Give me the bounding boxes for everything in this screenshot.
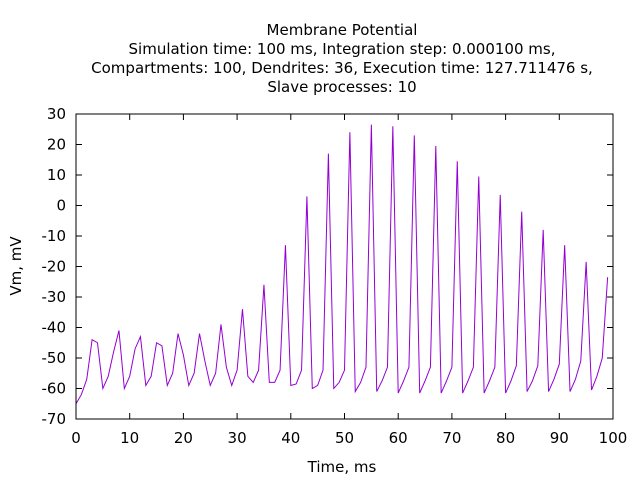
y-tick-label--70: -70 [42,410,67,428]
chart-subtitle-line-1: Simulation time: 100 ms, Integration ste… [129,40,556,58]
x-tick-label-30: 30 [228,429,247,447]
y-tick-label-0: 0 [56,197,66,215]
x-axis-label: Time, ms [307,458,377,476]
series-line-0 [75,124,609,405]
y-tick-label--50: -50 [42,349,67,367]
y-tick-label-20: 20 [47,136,66,154]
y-tick-label--20: -20 [42,258,67,276]
axis-ticks: 0 10 20 30 40 50 60 70 80 90 100-70-60-50-40-30-20… [42,105,628,447]
x-tick-label-20: 20 [174,429,193,447]
x-tick-label-100: 100 [599,429,628,447]
x-tick-label-80: 80 [496,429,515,447]
x-tick-label-50: 50 [335,429,354,447]
chart-subtitle-line-2: Compartments: 100, Dendrites: 36, Execut… [91,59,593,77]
y-tick-label--10: -10 [42,227,67,245]
x-tick-label-60: 60 [389,429,408,447]
y-axis-label: Vm, mV [7,236,25,296]
x-tick-label-90: 90 [550,429,569,447]
chart-subtitle-line-3: Slave processes: 10 [267,78,416,96]
y-tick-label--30: -30 [42,288,67,306]
y-tick-label-30: 30 [47,105,66,123]
x-tick-label-40: 40 [281,429,300,447]
y-tick-label-10: 10 [47,166,66,184]
y-tick-label--40: -40 [42,319,67,337]
series-layer [75,124,609,405]
chart-title: Membrane Potential [267,21,418,39]
x-tick-label-70: 70 [442,429,461,447]
x-tick-label-0: 0 [71,429,81,447]
plot-frame [75,113,614,420]
x-tick-label-10: 10 [120,429,139,447]
y-tick-label--60: -60 [42,380,67,398]
